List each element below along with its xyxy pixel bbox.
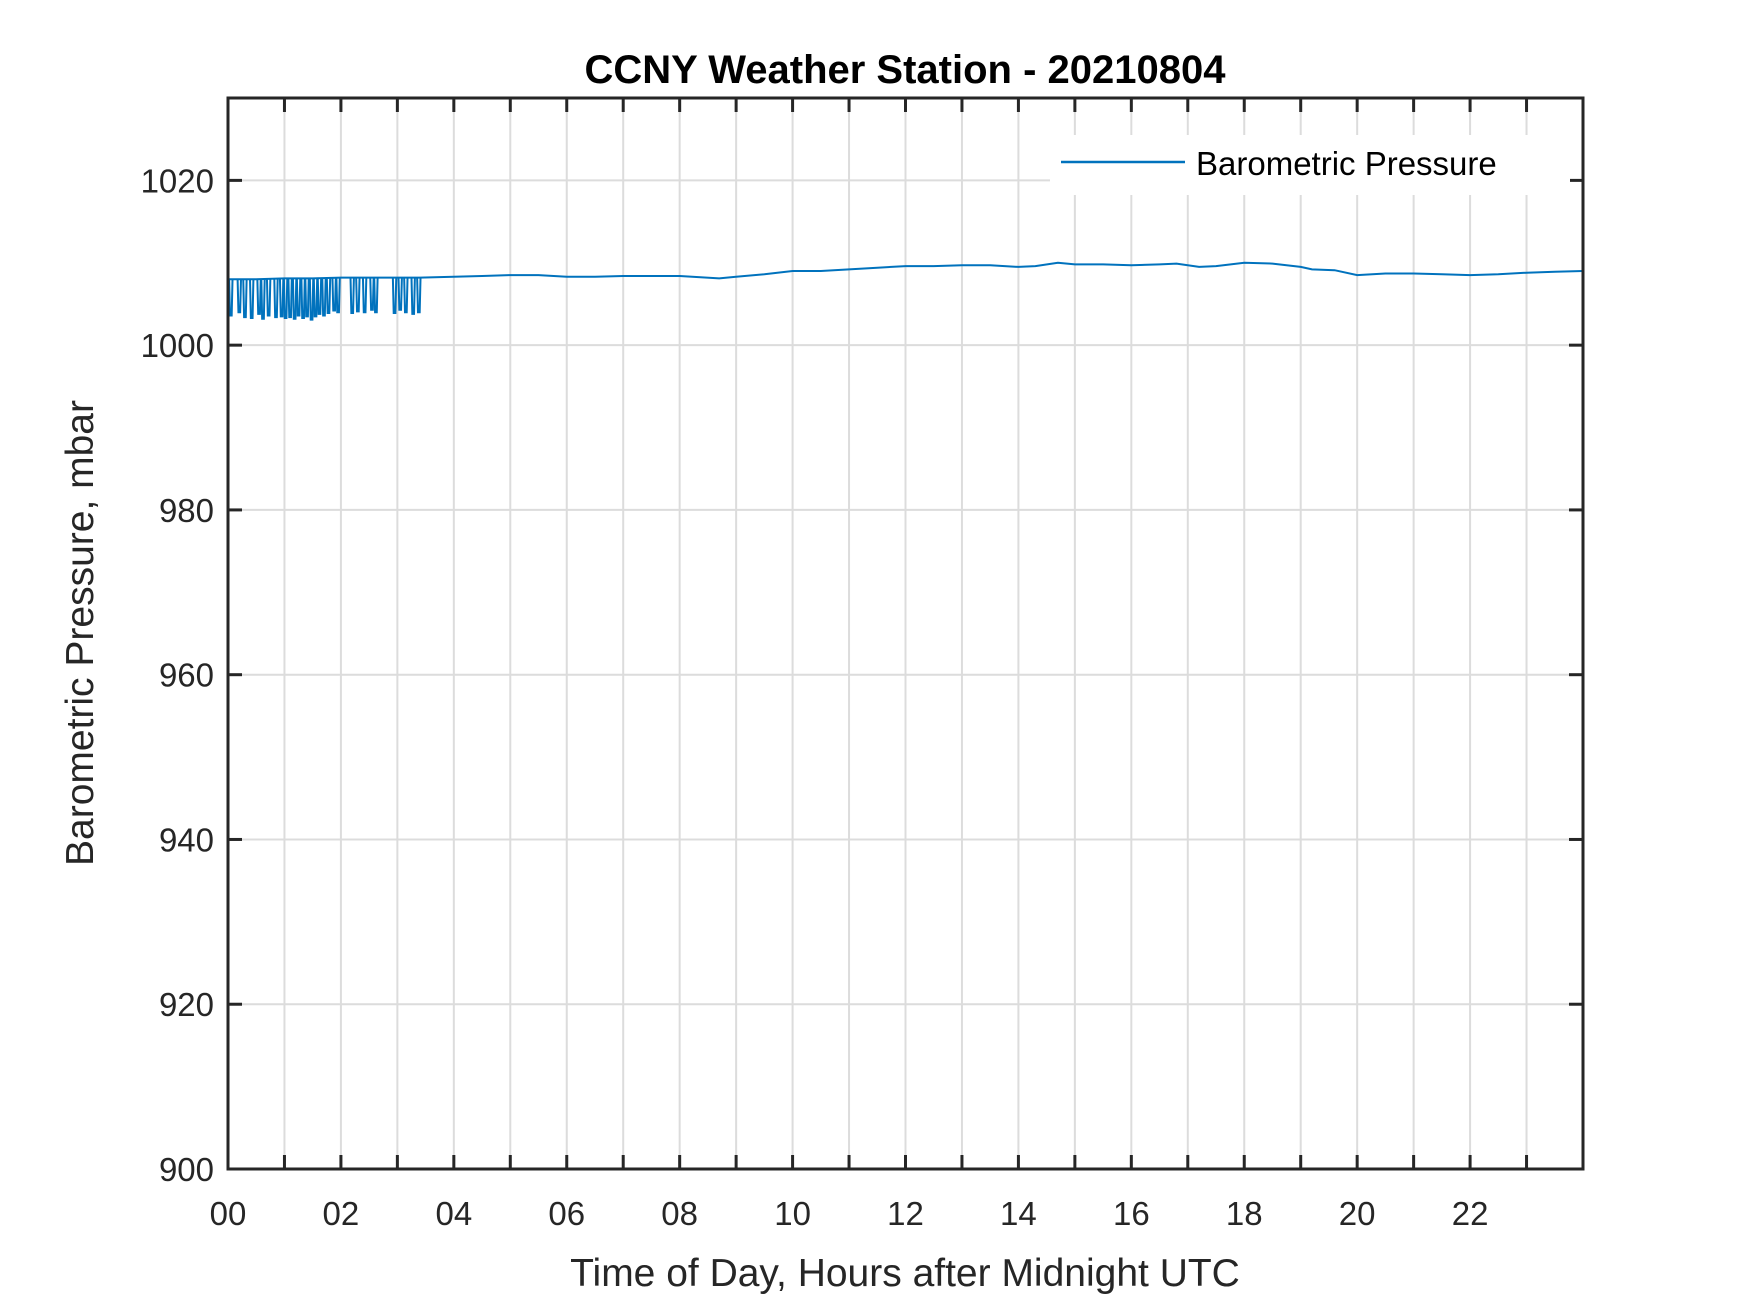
dropout-spike	[325, 277, 332, 315]
dropout-spike	[391, 277, 398, 315]
x-tick-label: 14	[1000, 1195, 1037, 1232]
y-tick-label: 920	[159, 986, 214, 1023]
legend-box	[1050, 135, 1570, 195]
y-tick-label: 980	[159, 492, 214, 529]
dropout-spike	[397, 277, 403, 311]
dropout-spike	[361, 277, 368, 314]
dropout-spike	[312, 278, 319, 318]
dropout-spike	[321, 278, 327, 317]
y-tick-label: 960	[159, 657, 214, 694]
dropout-spike	[373, 277, 379, 314]
x-tick-label: 12	[887, 1195, 924, 1232]
x-tick-label: 16	[1113, 1195, 1150, 1232]
x-tick-label: 22	[1452, 1195, 1489, 1232]
dropout-spike	[331, 277, 337, 312]
dropout-spike	[300, 278, 306, 319]
y-tick-label: 900	[159, 1151, 214, 1188]
dropout-spike	[282, 278, 289, 319]
dropout-spike	[242, 279, 248, 319]
x-tick-label: 08	[661, 1195, 698, 1232]
y-tick-label: 1020	[141, 162, 214, 199]
x-tick-label: 20	[1339, 1195, 1376, 1232]
x-tick-label: 18	[1226, 1195, 1263, 1232]
dropout-spike	[260, 279, 266, 320]
dropout-spike	[236, 279, 242, 314]
dropout-spike	[308, 278, 315, 321]
dropout-spike	[335, 277, 341, 314]
dropout-spike	[316, 278, 323, 315]
legend: Barometric Pressure	[1050, 135, 1570, 195]
dropout-spike	[273, 278, 279, 319]
dropout-spike	[256, 279, 262, 315]
dropout-spike	[355, 277, 361, 313]
dropout-spike	[410, 277, 416, 315]
series-line	[228, 261, 1584, 281]
legend-label: Barometric Pressure	[1196, 145, 1497, 182]
y-tick-label: 1000	[141, 327, 214, 364]
dropout-spike	[278, 278, 285, 318]
dropout-spike	[249, 279, 255, 319]
dropout-spike	[369, 277, 375, 311]
dropout-spike	[291, 278, 298, 320]
x-tick-label: 04	[435, 1195, 472, 1232]
dropout-spike	[228, 279, 234, 317]
dropout-spike	[287, 278, 293, 319]
y-tick-label: 940	[159, 821, 214, 858]
dropout-spike	[416, 277, 422, 314]
chart-title: CCNY Weather Station - 20210804	[585, 48, 1227, 92]
y-axis-label: Barometric Pressure, mbar	[59, 400, 102, 866]
tick-labels: 00 02 04 06 08 10 12 14 16 18 20 22 900 920 940 960 980 1…	[141, 162, 1489, 1232]
dropout-spike	[304, 278, 310, 318]
x-axis-label: Time of Day, Hours after Midnight UTC	[570, 1252, 1240, 1295]
x-tick-label: 10	[774, 1195, 811, 1232]
x-tick-label: 06	[548, 1195, 585, 1232]
dropout-spike	[265, 278, 272, 317]
series-lines	[228, 261, 1584, 321]
axes	[226, 96, 1585, 1171]
x-tick-label: 02	[323, 1195, 360, 1232]
x-tick-label: 00	[210, 1195, 247, 1232]
dropout-spike	[295, 278, 302, 317]
dropout-spike	[349, 277, 355, 315]
dropout-spike	[403, 277, 409, 314]
